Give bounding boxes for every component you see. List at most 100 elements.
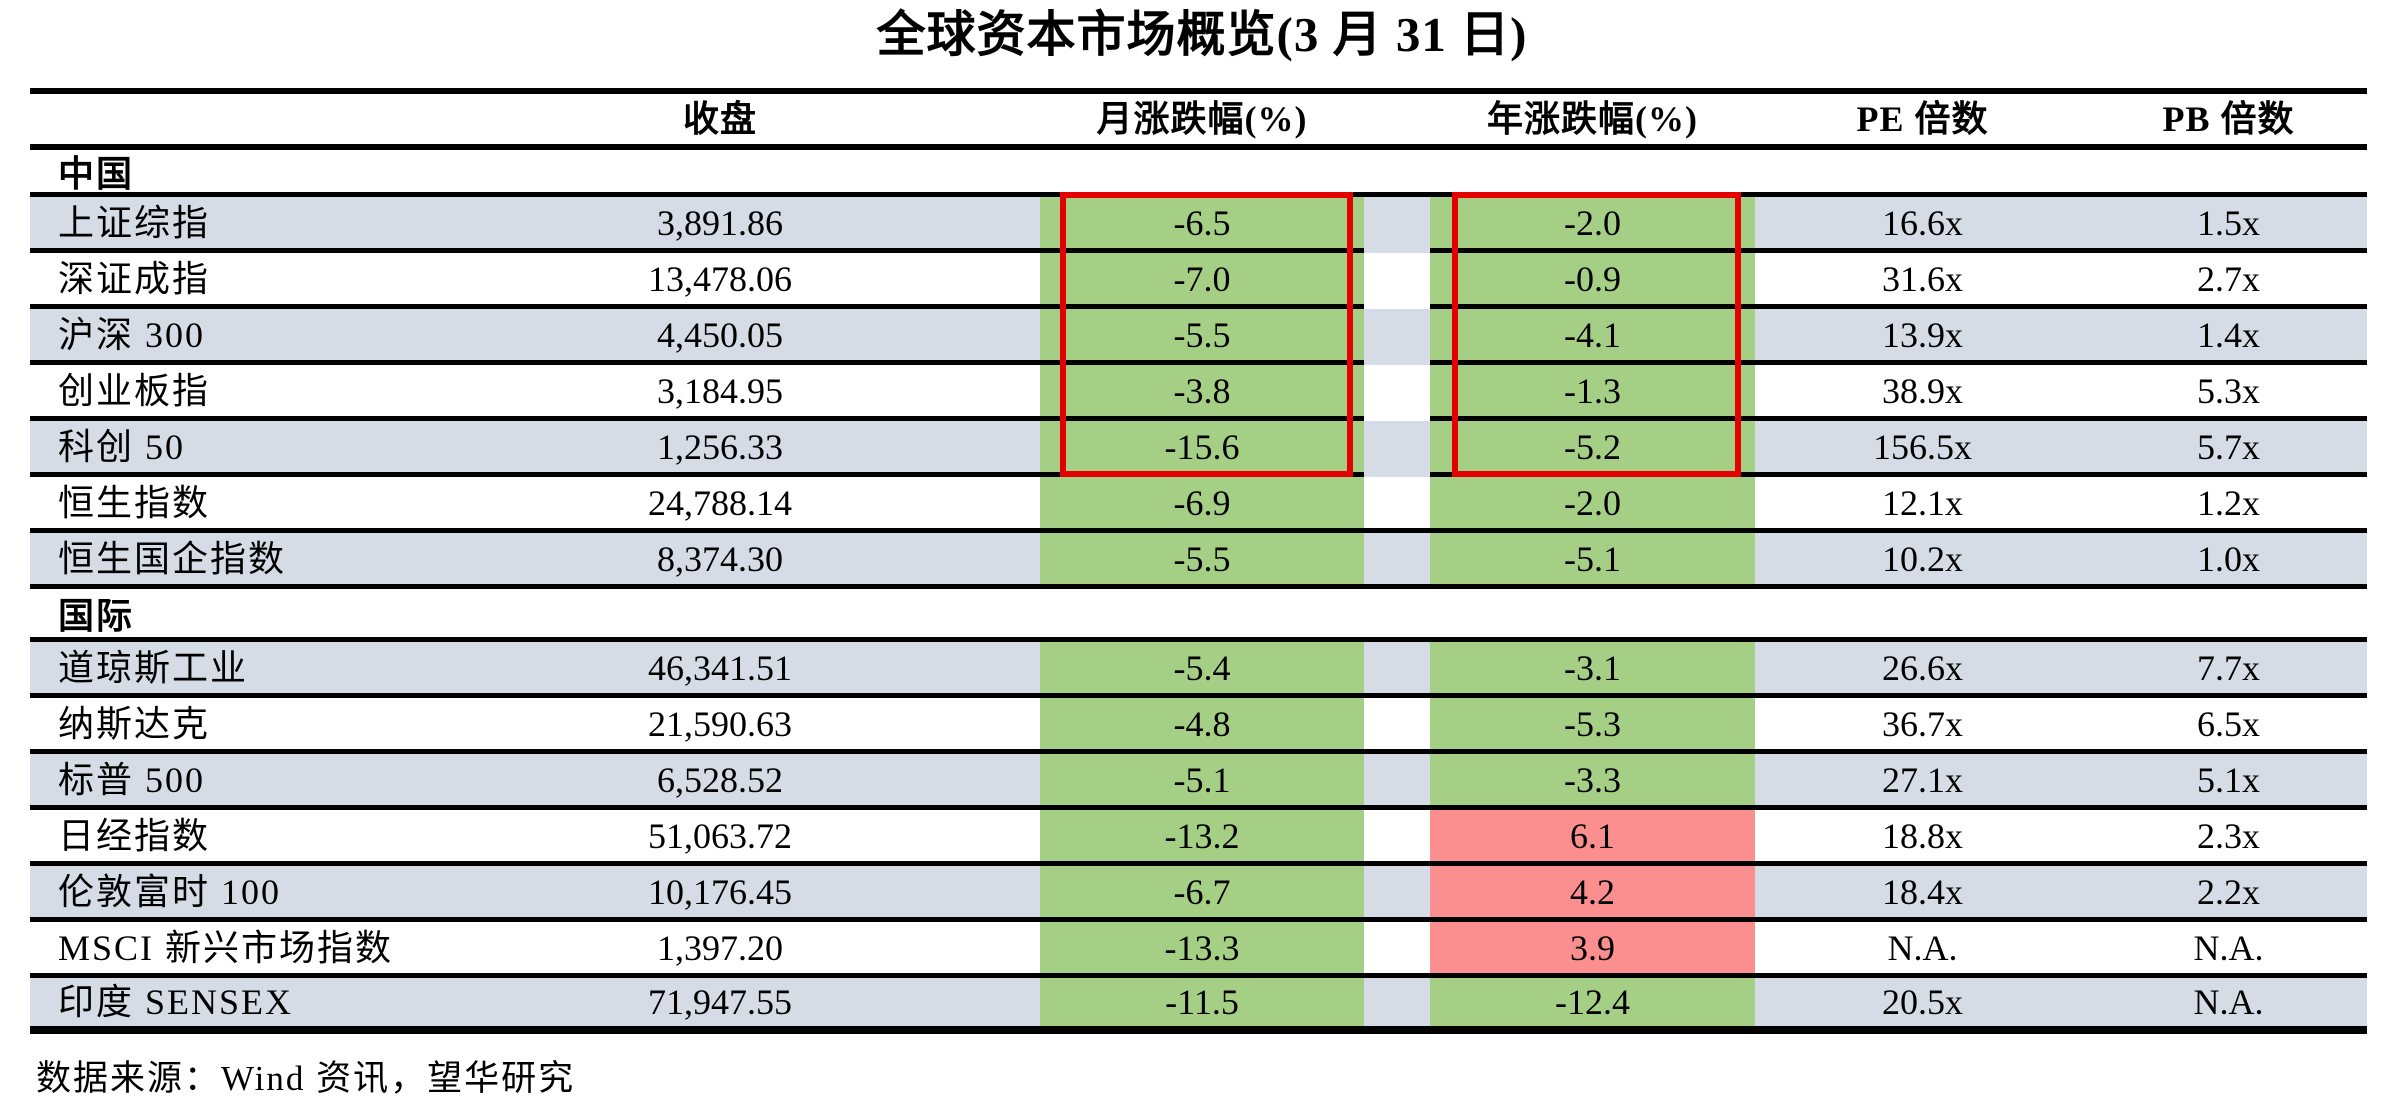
spacer-cell <box>880 253 1040 309</box>
pb-value: 1.2x <box>2090 477 2367 533</box>
pb-value: 2.3x <box>2090 810 2367 866</box>
spacer-cell <box>880 922 1040 978</box>
pe-value: 10.2x <box>1755 533 2090 589</box>
pb-value: 2.7x <box>2090 253 2367 309</box>
spacer-cell <box>880 197 1040 253</box>
index-name: 伦敦富时 100 <box>30 866 560 922</box>
pe-value: N.A. <box>1755 922 2090 978</box>
pe-value: 36.7x <box>1755 698 2090 754</box>
index-name: 道琼斯工业 <box>30 642 560 698</box>
index-name: 印度 SENSEX <box>30 978 560 1034</box>
close-value: 3,184.95 <box>560 365 880 421</box>
header-month-change: 月涨跌幅(%) <box>1040 88 1364 150</box>
pe-value: 13.9x <box>1755 309 2090 365</box>
year-change-cell: -0.9 <box>1430 253 1755 309</box>
section-label-international: 国际 <box>30 589 2367 642</box>
month-change-cell: -5.1 <box>1040 754 1364 810</box>
year-change-cell: -5.3 <box>1430 698 1755 754</box>
pb-value: 5.7x <box>2090 421 2367 477</box>
month-change-cell: -6.7 <box>1040 866 1364 922</box>
spacer-cell <box>880 754 1040 810</box>
month-change-cell: -3.8 <box>1040 365 1364 421</box>
header-index-name <box>30 88 560 150</box>
close-value: 51,063.72 <box>560 810 880 866</box>
gap-cell <box>1364 866 1430 922</box>
header-close: 收盘 <box>560 88 880 150</box>
data-source-note: 数据来源：Wind 资讯，望华研究 <box>36 1059 576 1098</box>
index-name: 恒生国企指数 <box>30 533 560 589</box>
gap-cell <box>1364 421 1430 477</box>
page-title: 全球资本市场概览(3 月 31 日) <box>876 7 1528 62</box>
index-name: 创业板指 <box>30 365 560 421</box>
month-change-cell: -6.5 <box>1040 197 1364 253</box>
month-change-cell: -11.5 <box>1040 978 1364 1034</box>
pe-value: 18.4x <box>1755 866 2090 922</box>
month-change-cell: -4.8 <box>1040 698 1364 754</box>
highlight-box-month-change-china <box>1060 192 1353 477</box>
index-name: 纳斯达克 <box>30 698 560 754</box>
pb-value: N.A. <box>2090 922 2367 978</box>
close-value: 6,528.52 <box>560 754 880 810</box>
header-spacer <box>880 88 1040 150</box>
spacer-cell <box>880 533 1040 589</box>
pb-value: 5.3x <box>2090 365 2367 421</box>
gap-cell <box>1364 365 1430 421</box>
close-value: 1,397.20 <box>560 922 880 978</box>
year-change-cell: 6.1 <box>1430 810 1755 866</box>
header-pb: PB 倍数 <box>2090 88 2367 150</box>
gap-cell <box>1364 253 1430 309</box>
month-change-cell: -7.0 <box>1040 253 1364 309</box>
gap-cell <box>1364 533 1430 589</box>
header-gap <box>1364 88 1430 150</box>
pe-value: 12.1x <box>1755 477 2090 533</box>
close-value: 24,788.14 <box>560 477 880 533</box>
year-change-cell: 4.2 <box>1430 866 1755 922</box>
month-change-cell: -13.2 <box>1040 810 1364 866</box>
gap-cell <box>1364 922 1430 978</box>
highlight-box-year-change-china <box>1452 192 1741 477</box>
index-name: 上证综指 <box>30 197 560 253</box>
month-change-cell: -5.5 <box>1040 309 1364 365</box>
close-value: 10,176.45 <box>560 866 880 922</box>
section-label-china: 中国 <box>30 150 2367 197</box>
pb-value: 1.4x <box>2090 309 2367 365</box>
index-name: 标普 500 <box>30 754 560 810</box>
year-change-cell: -3.3 <box>1430 754 1755 810</box>
year-change-cell: -3.1 <box>1430 642 1755 698</box>
pe-value: 27.1x <box>1755 754 2090 810</box>
pe-value: 38.9x <box>1755 365 2090 421</box>
gap-cell <box>1364 754 1430 810</box>
pe-value: 26.6x <box>1755 642 2090 698</box>
close-value: 71,947.55 <box>560 978 880 1034</box>
month-change-cell: -5.4 <box>1040 642 1364 698</box>
pe-value: 16.6x <box>1755 197 2090 253</box>
pb-value: 1.5x <box>2090 197 2367 253</box>
gap-cell <box>1364 197 1430 253</box>
year-change-cell: 3.9 <box>1430 922 1755 978</box>
spacer-cell <box>880 866 1040 922</box>
year-change-cell: -12.4 <box>1430 978 1755 1034</box>
gap-cell <box>1364 810 1430 866</box>
header-year-change: 年涨跌幅(%) <box>1430 88 1755 150</box>
spacer-cell <box>880 309 1040 365</box>
year-change-cell: -2.0 <box>1430 197 1755 253</box>
gap-cell <box>1364 642 1430 698</box>
index-name: 日经指数 <box>30 810 560 866</box>
spacer-cell <box>880 698 1040 754</box>
gap-cell <box>1364 978 1430 1034</box>
gap-cell <box>1364 309 1430 365</box>
index-name: MSCI 新兴市场指数 <box>30 922 560 978</box>
spacer-cell <box>880 810 1040 866</box>
close-value: 4,450.05 <box>560 309 880 365</box>
pb-value: 2.2x <box>2090 866 2367 922</box>
pb-value: N.A. <box>2090 978 2367 1034</box>
pb-value: 5.1x <box>2090 754 2367 810</box>
year-change-cell: -2.0 <box>1430 477 1755 533</box>
market-overview-table: 收盘 月涨跌幅(%) 年涨跌幅(%) PE 倍数 PB 倍数 中国 上证综指 3… <box>30 88 2367 1034</box>
close-value: 13,478.06 <box>560 253 880 309</box>
index-name: 恒生指数 <box>30 477 560 533</box>
close-value: 3,891.86 <box>560 197 880 253</box>
month-change-cell: -6.9 <box>1040 477 1364 533</box>
pe-value: 31.6x <box>1755 253 2090 309</box>
index-name: 深证成指 <box>30 253 560 309</box>
